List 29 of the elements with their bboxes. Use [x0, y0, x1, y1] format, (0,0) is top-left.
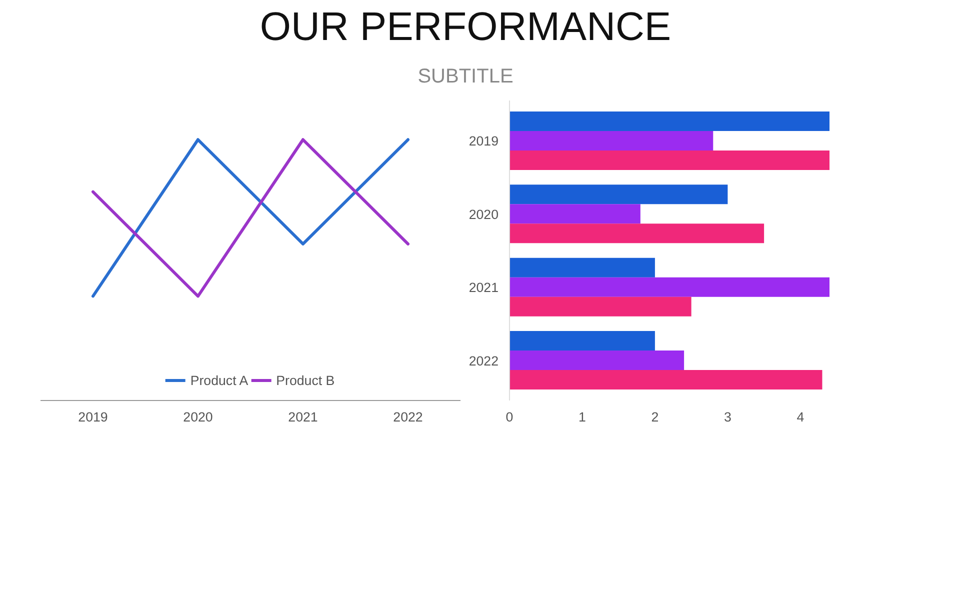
bar	[510, 350, 684, 370]
x-tick-label: 2021	[288, 410, 318, 424]
legend-label: Product B	[276, 372, 335, 388]
x-tick-label: 3	[724, 410, 732, 424]
x-tick-label: 4	[796, 410, 805, 424]
x-tick-label: 2020	[183, 410, 213, 424]
bar	[510, 370, 822, 390]
legend-label: Product A	[190, 372, 248, 388]
bar	[510, 111, 830, 131]
bar	[510, 258, 655, 278]
bar	[510, 224, 764, 244]
y-tick-label: 2019	[468, 134, 499, 149]
bar	[510, 277, 830, 297]
bar	[510, 150, 830, 170]
y-tick-label: 2021	[468, 280, 499, 296]
bar	[510, 184, 728, 204]
x-tick-label: 2	[651, 410, 659, 424]
bar	[510, 296, 692, 316]
y-tick-label: 2020	[468, 206, 499, 222]
x-tick-label: 2019	[78, 410, 108, 424]
bar	[510, 330, 655, 350]
bar	[510, 130, 714, 150]
chart-title: OUR PERFORMANCE	[260, 5, 672, 50]
chart-subtitle: SUBTITLE	[418, 66, 514, 88]
x-tick-label: 2022	[393, 410, 423, 424]
y-tick-label: 2022	[468, 353, 499, 368]
x-tick-label: 1	[578, 410, 586, 424]
bar	[510, 204, 640, 224]
x-tick-label: 0	[506, 410, 514, 424]
